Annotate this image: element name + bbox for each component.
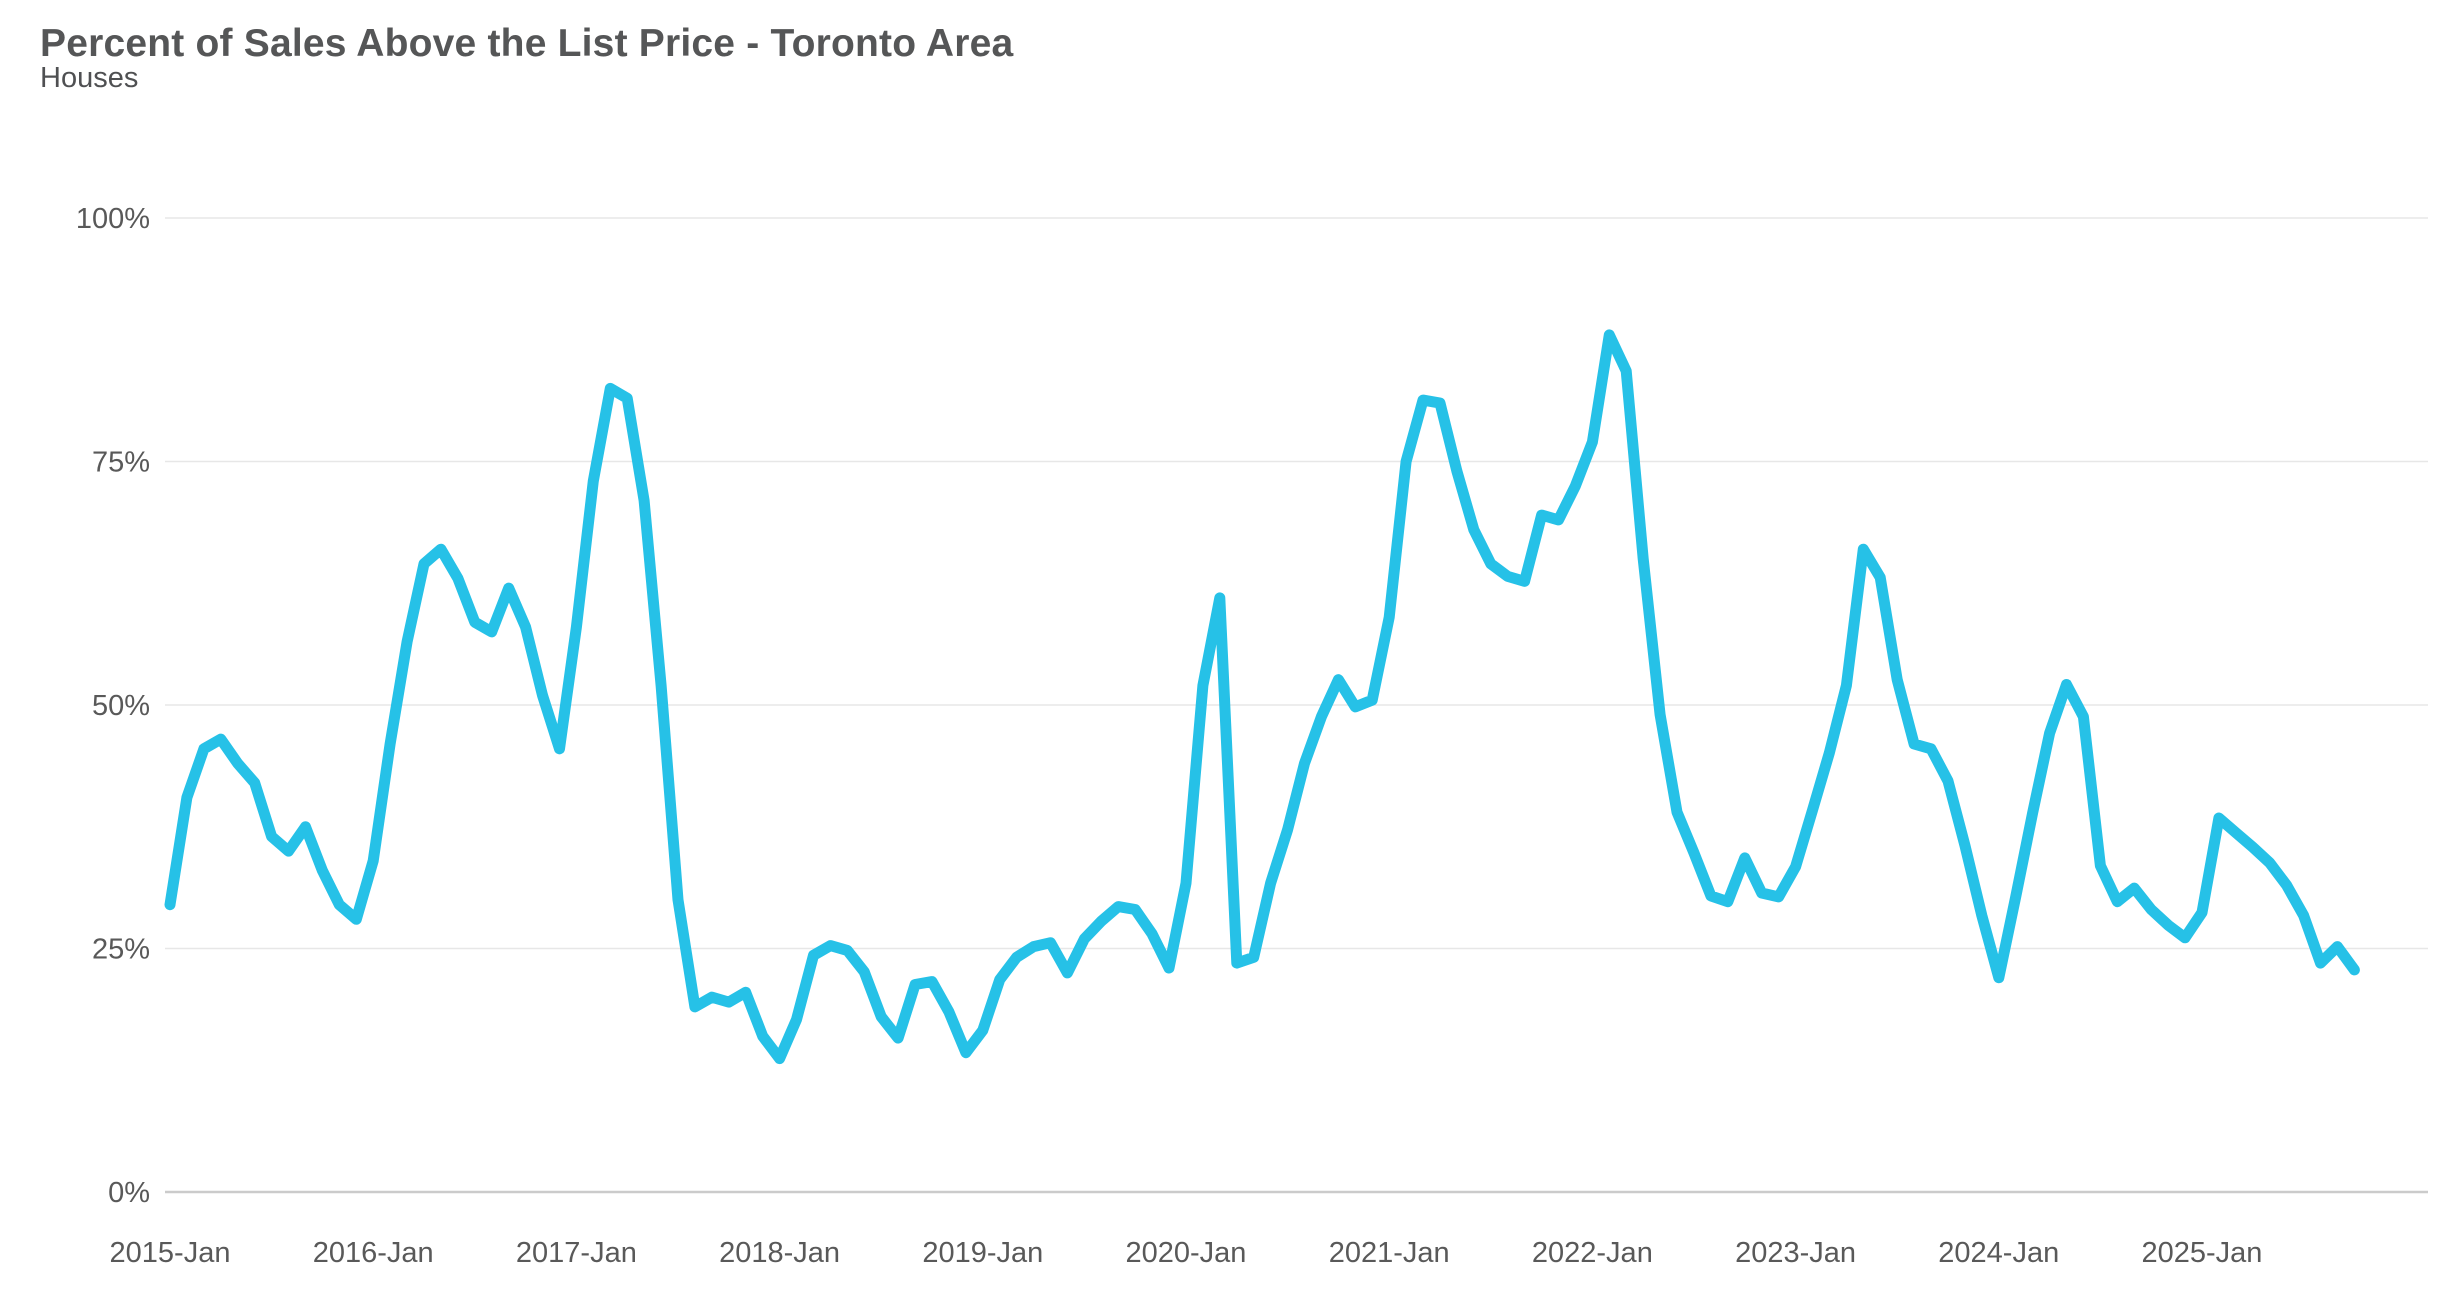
x-tick-label: 2022-Jan bbox=[1532, 1237, 1653, 1269]
chart-subtitle: Houses bbox=[40, 62, 139, 94]
x-tick-label: 2025-Jan bbox=[2141, 1237, 2262, 1269]
x-tick-label: 2021-Jan bbox=[1329, 1237, 1450, 1269]
x-tick-label: 2016-Jan bbox=[313, 1237, 434, 1269]
x-tick-label: 2015-Jan bbox=[110, 1237, 231, 1269]
x-tick-label: 2024-Jan bbox=[1938, 1237, 2059, 1269]
y-tick-label: 100% bbox=[76, 203, 150, 235]
x-tick-label: 2017-Jan bbox=[516, 1237, 637, 1269]
x-tick-label: 2019-Jan bbox=[922, 1237, 1043, 1269]
y-axis-labels: 0% 25% 50% 75% 100% bbox=[76, 203, 150, 1209]
y-tick-label: 0% bbox=[108, 1177, 150, 1209]
x-tick-label: 2020-Jan bbox=[1126, 1237, 1247, 1269]
gridlines bbox=[165, 217, 2428, 1194]
x-axis-labels: 2015-Jan 2016-Jan 2017-Jan 2018-Jan 2019-Jan… bbox=[110, 1237, 2263, 1269]
y-tick-label: 75% bbox=[92, 447, 150, 479]
y-tick-label: 50% bbox=[92, 690, 150, 722]
chart-title: Percent of Sales Above the List Price - … bbox=[40, 22, 1014, 65]
data-line-series bbox=[164, 329, 2360, 1065]
x-tick-label: 2018-Jan bbox=[719, 1237, 840, 1269]
y-tick-label: 25% bbox=[92, 934, 150, 966]
x-tick-label: 2023-Jan bbox=[1735, 1237, 1856, 1269]
